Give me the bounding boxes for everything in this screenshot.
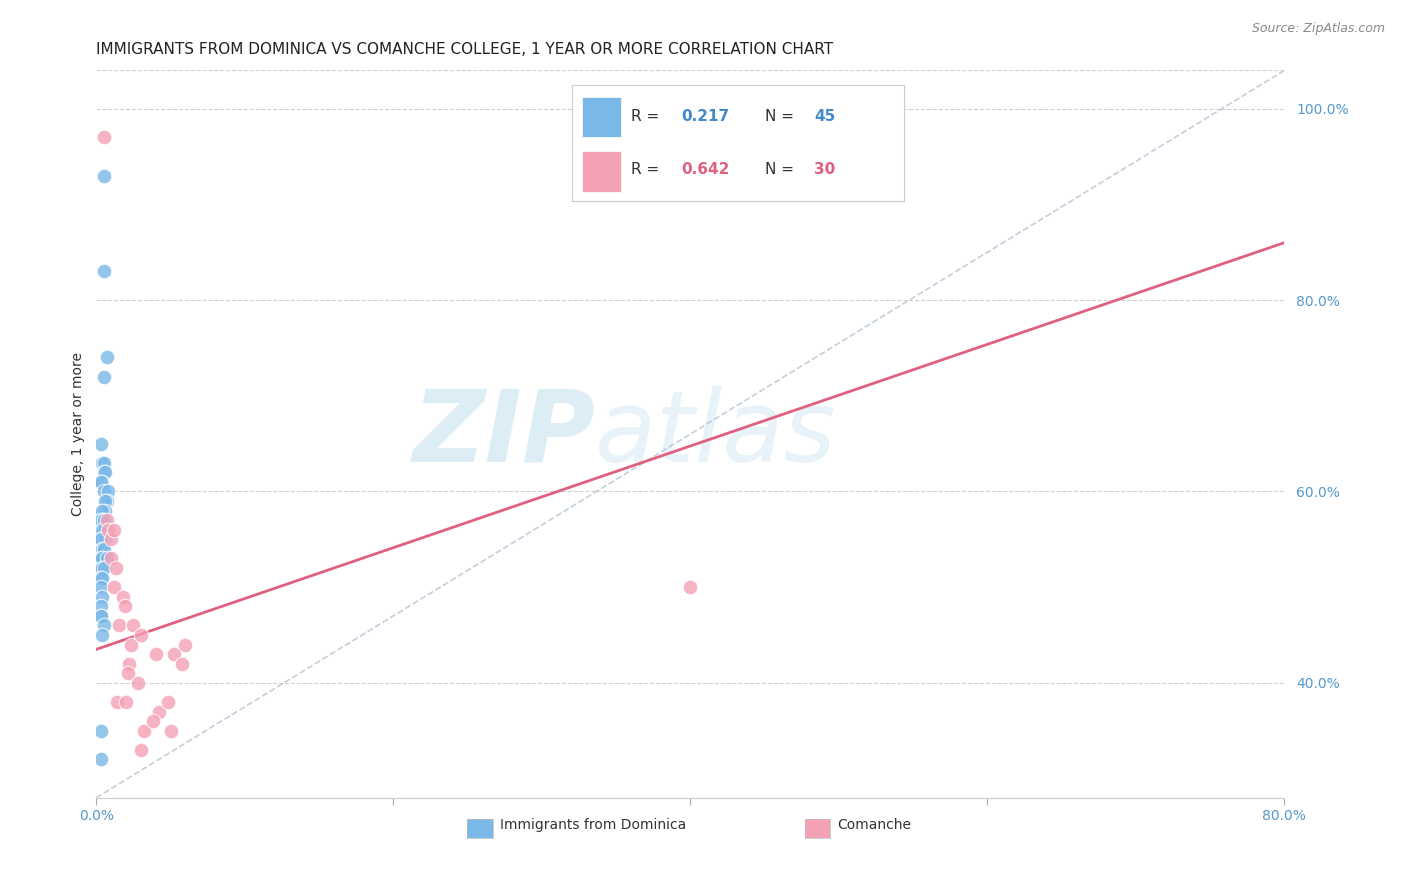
- Point: [117, 666, 139, 681]
- Point: [90, 608, 112, 623]
- Point: [91, 513, 114, 527]
- Point: [156, 695, 179, 709]
- Point: [90, 533, 112, 547]
- Point: [90, 752, 112, 766]
- Point: [91, 475, 114, 489]
- Point: [91, 561, 114, 575]
- Point: [93, 541, 115, 556]
- Point: [93, 264, 115, 278]
- Point: [93, 484, 115, 499]
- Point: [172, 657, 194, 671]
- Point: [91, 541, 114, 556]
- Point: [145, 647, 167, 661]
- Point: [94, 503, 117, 517]
- Point: [93, 456, 115, 470]
- Point: [104, 561, 127, 575]
- Point: [94, 533, 117, 547]
- Point: [90, 475, 112, 489]
- Point: [93, 561, 115, 575]
- Point: [90, 571, 112, 585]
- Point: [91, 551, 114, 566]
- Point: [115, 695, 138, 709]
- Point: [122, 618, 145, 632]
- Point: [103, 580, 125, 594]
- Point: [93, 618, 115, 632]
- Point: [100, 533, 122, 547]
- Point: [97, 484, 120, 499]
- Point: [129, 628, 152, 642]
- Point: [159, 723, 181, 738]
- Point: [97, 523, 120, 537]
- Text: ZIP: ZIP: [412, 385, 595, 483]
- Point: [93, 523, 115, 537]
- Point: [91, 523, 114, 537]
- Point: [96, 351, 118, 365]
- Point: [93, 466, 115, 480]
- Point: [96, 494, 118, 508]
- Point: [127, 676, 149, 690]
- Point: [142, 714, 165, 728]
- Point: [91, 533, 114, 547]
- Text: atlas: atlas: [595, 385, 837, 483]
- Point: [90, 608, 112, 623]
- Point: [91, 571, 114, 585]
- Point: [93, 513, 115, 527]
- Point: [90, 513, 112, 527]
- Point: [96, 551, 118, 566]
- Point: [114, 599, 136, 614]
- Text: Source: ZipAtlas.com: Source: ZipAtlas.com: [1251, 22, 1385, 36]
- Point: [91, 590, 114, 604]
- Point: [90, 533, 112, 547]
- Point: [90, 580, 112, 594]
- Point: [120, 638, 142, 652]
- Point: [107, 618, 129, 632]
- Point: [96, 513, 118, 527]
- Point: [93, 169, 115, 183]
- Y-axis label: College, 1 year or more: College, 1 year or more: [72, 352, 86, 516]
- Text: Immigrants from Dominica: Immigrants from Dominica: [501, 818, 686, 832]
- Point: [129, 743, 152, 757]
- Point: [94, 523, 117, 537]
- Point: [93, 369, 115, 384]
- Point: [90, 723, 112, 738]
- Point: [90, 551, 112, 566]
- Point: [174, 638, 197, 652]
- Point: [112, 590, 135, 604]
- Point: [100, 551, 122, 566]
- Point: [162, 647, 184, 661]
- Point: [90, 599, 112, 614]
- Point: [103, 523, 125, 537]
- Point: [132, 723, 155, 738]
- Point: [94, 494, 117, 508]
- Text: Comanche: Comanche: [838, 818, 911, 832]
- Point: [148, 705, 170, 719]
- Point: [94, 466, 117, 480]
- Point: [91, 628, 114, 642]
- Point: [93, 130, 115, 145]
- Text: IMMIGRANTS FROM DOMINICA VS COMANCHE COLLEGE, 1 YEAR OR MORE CORRELATION CHART: IMMIGRANTS FROM DOMINICA VS COMANCHE COL…: [97, 42, 834, 57]
- Point: [90, 436, 112, 450]
- Point: [91, 456, 114, 470]
- Point: [91, 503, 114, 517]
- Point: [118, 657, 141, 671]
- Point: [679, 580, 702, 594]
- Point: [105, 695, 128, 709]
